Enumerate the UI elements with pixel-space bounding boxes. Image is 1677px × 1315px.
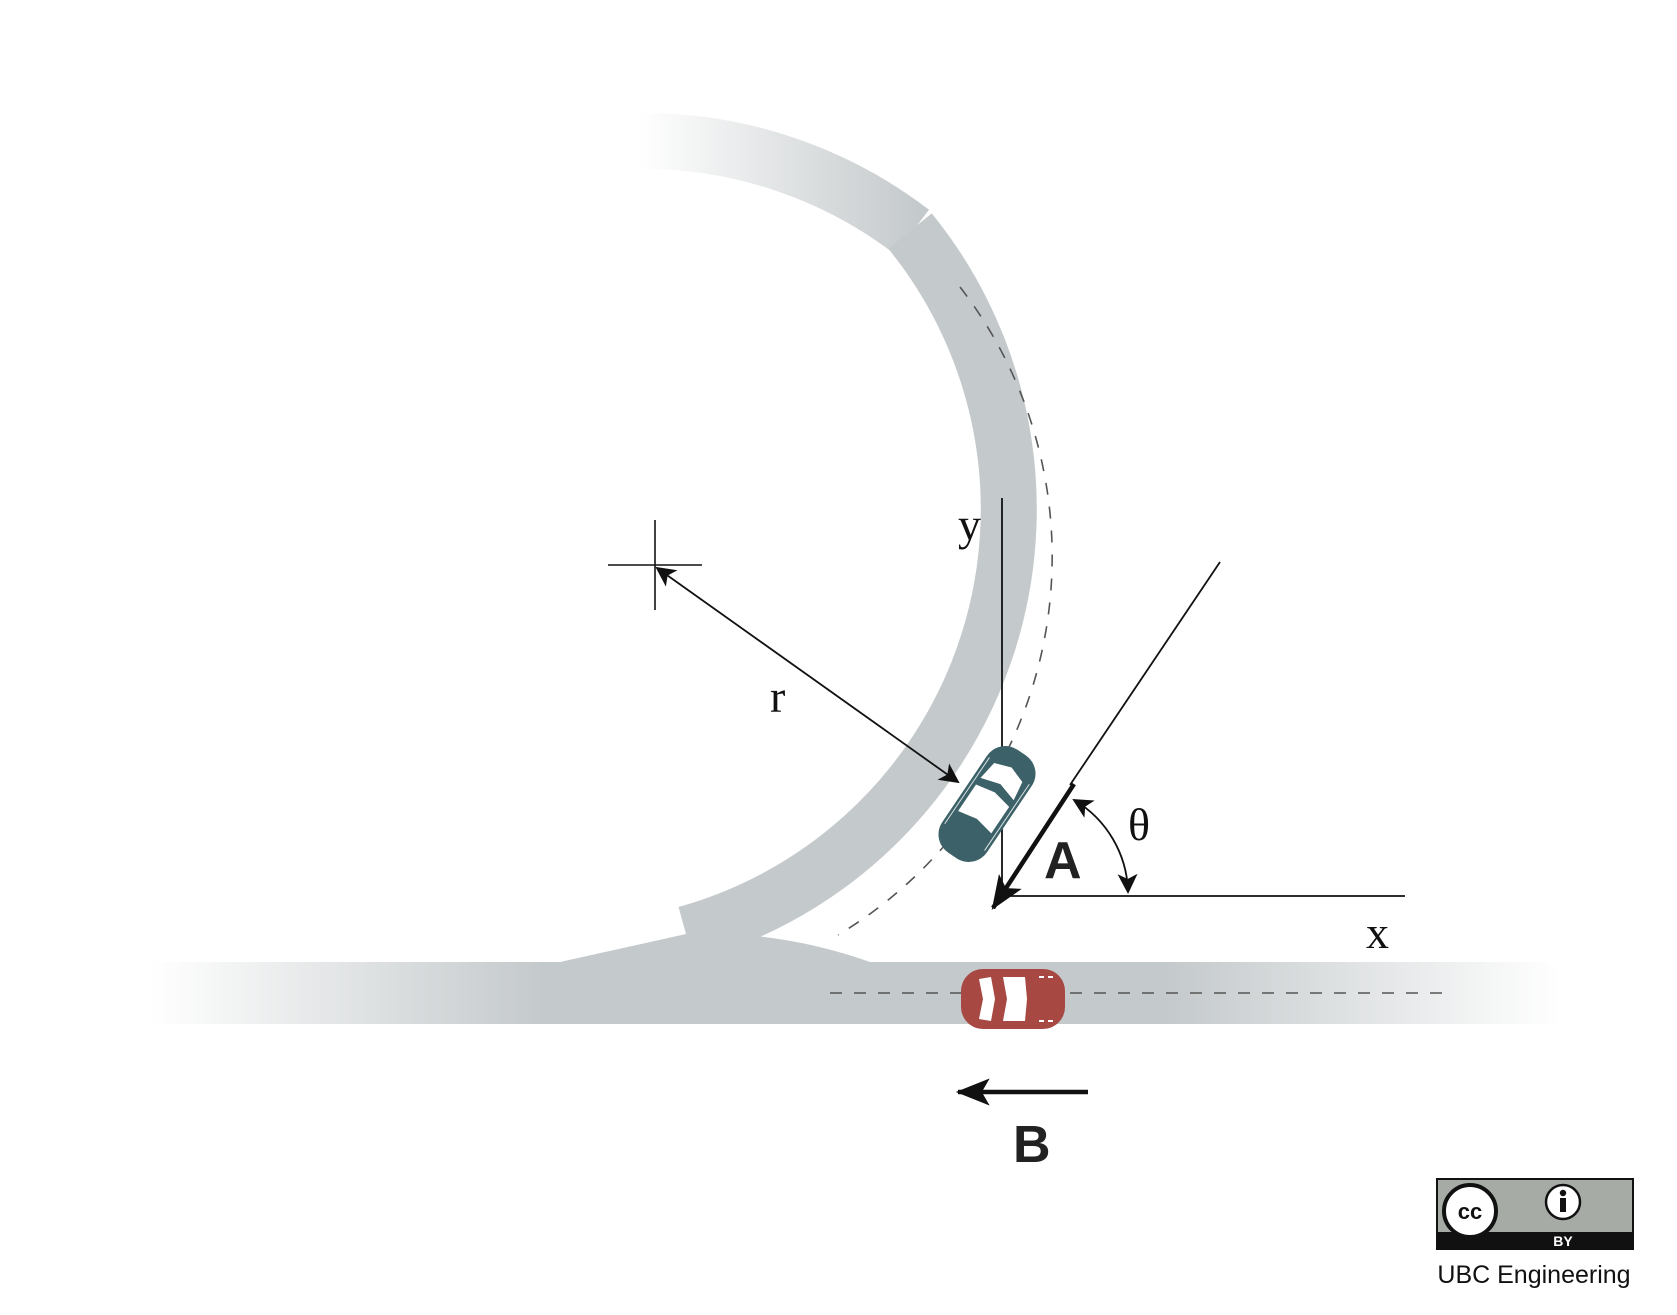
velocity-a-arrow [991, 782, 1076, 910]
theta-angle-arc [1072, 798, 1138, 894]
svg-text:cc: cc [1458, 1199, 1482, 1224]
x-axis-label: x [1366, 907, 1389, 958]
radius-arrow [655, 566, 960, 784]
cc-by-badge: cc BY [1436, 1178, 1634, 1250]
cc-icon [1442, 1183, 1498, 1239]
curved-road-centerline [837, 286, 1053, 936]
theta-label: θ [1128, 799, 1150, 850]
by-label: BY [1553, 1233, 1573, 1249]
y-axis-label: y [958, 499, 981, 550]
velocity-direction-line [1069, 561, 1221, 786]
credit-text: UBC Engineering [1437, 1261, 1630, 1289]
velocity-a-label: A [1044, 832, 1082, 890]
velocity-b-label: B [1013, 1116, 1051, 1174]
curved-road [560, 112, 1053, 990]
radius-label: r [770, 671, 785, 722]
center-crosshair [608, 520, 702, 610]
car-b [961, 969, 1065, 1029]
car-a [938, 746, 1036, 862]
